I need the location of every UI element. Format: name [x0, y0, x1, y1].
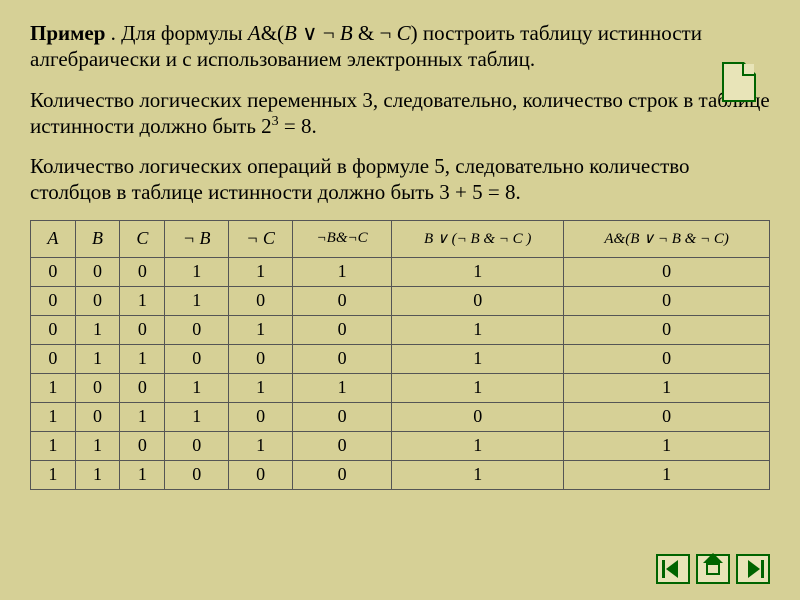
table-cell: 0 [293, 431, 392, 460]
table-cell: 0 [293, 402, 392, 431]
table-cell: 1 [165, 257, 229, 286]
table-cell: 0 [564, 257, 770, 286]
navigation-bar [656, 554, 770, 584]
table-cell: 1 [392, 257, 564, 286]
table-cell: 1 [392, 315, 564, 344]
table-cell: 1 [392, 344, 564, 373]
table-cell: 0 [293, 315, 392, 344]
paragraph-cols: Количество логических операций в формуле… [30, 153, 770, 206]
table-cell: 0 [165, 431, 229, 460]
table-body: 0001111000110000010010100110001010011111… [31, 257, 770, 489]
table-cell: 1 [120, 286, 165, 315]
table-cell: 0 [120, 315, 165, 344]
table-cell: 1 [31, 373, 76, 402]
table-cell: 0 [120, 257, 165, 286]
table-cell: 0 [564, 344, 770, 373]
table-cell: 0 [229, 286, 293, 315]
table-cell: 0 [165, 344, 229, 373]
table-cell: 0 [293, 460, 392, 489]
table-cell: 1 [165, 286, 229, 315]
table-cell: 1 [392, 373, 564, 402]
table-cell: 0 [293, 344, 392, 373]
table-cell: 1 [564, 373, 770, 402]
table-cell: 0 [120, 431, 165, 460]
table-cell: 0 [564, 286, 770, 315]
next-button[interactable] [736, 554, 770, 584]
table-cell: 0 [165, 315, 229, 344]
table-header-cell: B ∨ (¬ B & ¬ C ) [392, 220, 564, 257]
table-header-cell: C [120, 220, 165, 257]
table-cell: 0 [293, 286, 392, 315]
table-cell: 0 [392, 402, 564, 431]
home-button[interactable] [696, 554, 730, 584]
paragraph-rows: Количество логических переменных 3, след… [30, 87, 770, 140]
table-cell: 1 [165, 373, 229, 402]
table-cell: 0 [165, 460, 229, 489]
table-cell: 0 [31, 344, 76, 373]
table-cell: 0 [31, 315, 76, 344]
table-cell: 0 [120, 373, 165, 402]
table-cell: 0 [75, 373, 120, 402]
table-header-cell: A [31, 220, 76, 257]
table-cell: 0 [564, 402, 770, 431]
table-header-row: ABC¬ B¬ C¬B&¬CB ∨ (¬ B & ¬ C )A&(B ∨ ¬ B… [31, 220, 770, 257]
table-cell: 1 [165, 402, 229, 431]
table-header-cell: ¬ B [165, 220, 229, 257]
table-header-cell: A&(B ∨ ¬ B & ¬ C) [564, 220, 770, 257]
table-cell: 1 [229, 315, 293, 344]
table-cell: 0 [229, 402, 293, 431]
table-cell: 0 [229, 344, 293, 373]
table-header-cell: ¬ C [229, 220, 293, 257]
table-header-cell: B [75, 220, 120, 257]
table-cell: 0 [392, 286, 564, 315]
document-icon[interactable] [722, 62, 756, 102]
home-icon [703, 561, 723, 577]
table-row: 00011110 [31, 257, 770, 286]
table-row: 11100011 [31, 460, 770, 489]
table-cell: 0 [31, 286, 76, 315]
table-cell: 1 [564, 460, 770, 489]
table-cell: 1 [31, 460, 76, 489]
table-cell: 1 [120, 460, 165, 489]
table-cell: 1 [392, 431, 564, 460]
table-cell: 1 [75, 460, 120, 489]
chevron-right-icon [748, 560, 760, 578]
table-row: 00110000 [31, 286, 770, 315]
table-cell: 1 [229, 373, 293, 402]
truth-table: ABC¬ B¬ C¬B&¬CB ∨ (¬ B & ¬ C )A&(B ∨ ¬ B… [30, 220, 770, 490]
table-cell: 1 [120, 344, 165, 373]
table-row: 10110000 [31, 402, 770, 431]
prev-button[interactable] [656, 554, 690, 584]
table-cell: 1 [31, 431, 76, 460]
chevron-left-icon [666, 560, 678, 578]
table-cell: 1 [293, 373, 392, 402]
table-cell: 1 [75, 344, 120, 373]
table-header-cell: ¬B&¬C [293, 220, 392, 257]
table-cell: 0 [75, 402, 120, 431]
table-cell: 1 [564, 431, 770, 460]
table-cell: 0 [564, 315, 770, 344]
table-cell: 0 [31, 257, 76, 286]
page: Пример . Для формулы A&(B ∨ ¬ B & ¬ C) п… [0, 0, 800, 600]
table-cell: 1 [229, 257, 293, 286]
table-cell: 0 [229, 460, 293, 489]
table-cell: 0 [75, 257, 120, 286]
table-cell: 1 [75, 431, 120, 460]
table-cell: 1 [31, 402, 76, 431]
paragraph-example: Пример . Для формулы A&(B ∨ ¬ B & ¬ C) п… [30, 20, 770, 73]
table-cell: 1 [120, 402, 165, 431]
table-row: 11001011 [31, 431, 770, 460]
table-cell: 0 [75, 286, 120, 315]
table-row: 01100010 [31, 344, 770, 373]
table-cell: 1 [293, 257, 392, 286]
table-cell: 1 [75, 315, 120, 344]
table-row: 01001010 [31, 315, 770, 344]
table-row: 10011111 [31, 373, 770, 402]
table-cell: 1 [229, 431, 293, 460]
table-cell: 1 [392, 460, 564, 489]
